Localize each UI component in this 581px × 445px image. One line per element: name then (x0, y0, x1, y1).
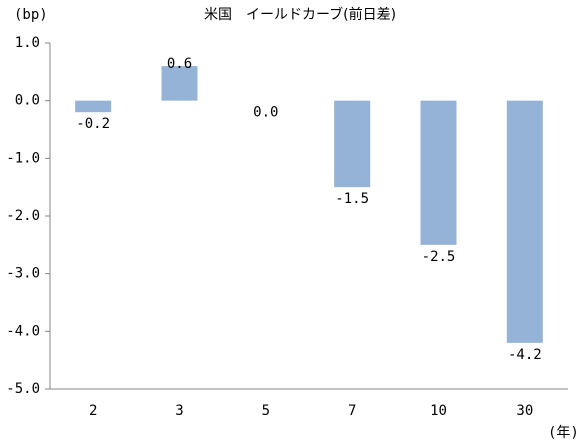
value-label: -1.5 (335, 191, 369, 207)
bar (506, 100, 543, 343)
y-tick-label: 0.0 (15, 93, 40, 109)
bar (334, 100, 371, 188)
y-tick-label: -1.0 (6, 150, 40, 166)
value-label: 0.6 (167, 56, 192, 72)
bar (161, 66, 198, 101)
y-tick-label: -3.0 (6, 266, 40, 282)
x-tick-label: 5 (262, 403, 270, 419)
y-tick-label: 1.0 (15, 35, 40, 51)
chart-title: 米国 イールドカーブ(前日差) (204, 6, 396, 23)
bar (75, 100, 112, 113)
value-label: -2.5 (422, 249, 456, 265)
value-label: -4.2 (508, 347, 542, 363)
x-tick-label: 10 (430, 403, 447, 419)
x-tick-label: 30 (516, 403, 533, 419)
value-label: 0.0 (253, 105, 278, 121)
y-tick-label: -2.0 (6, 208, 40, 224)
x-tick-label: 7 (348, 403, 356, 419)
bar (420, 100, 457, 245)
value-label: -0.2 (76, 116, 110, 132)
x-axis-label: (年) (548, 425, 579, 441)
y-axis-label: (bp) (14, 7, 48, 23)
y-tick-label: -4.0 (6, 323, 40, 339)
x-tick-label: 3 (175, 403, 183, 419)
y-tick-label: -5.0 (6, 381, 40, 397)
x-tick-label: 2 (89, 403, 97, 419)
